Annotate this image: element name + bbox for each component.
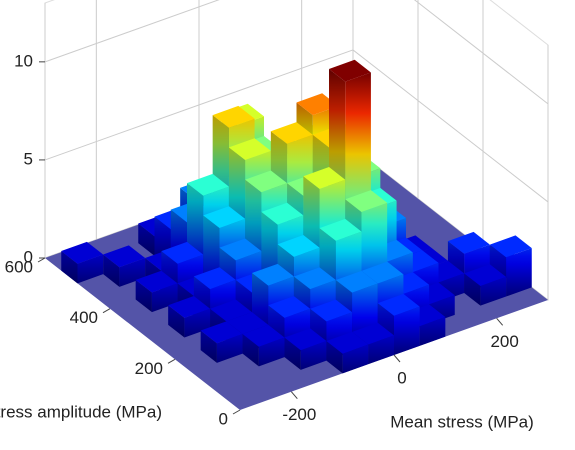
bar-face [242,334,259,367]
bar-top [310,299,353,322]
bar-top [103,245,146,268]
bar-top [293,267,336,290]
bar-top [200,321,243,344]
bar-face [506,248,532,297]
y-tick-label: 0 [219,409,228,428]
x-tick-label: 200 [490,332,518,351]
bar-face [419,317,446,346]
bar-face [342,344,369,374]
y-tick-label: 400 [70,308,98,327]
x-axis-title: Mean stress (MPa) [390,412,534,431]
bar-face [300,341,327,370]
bar [200,321,243,363]
bar-top [329,59,371,82]
bar-top [203,206,246,229]
bar-top [352,322,394,345]
bar-top [212,105,255,128]
bar [61,241,104,284]
bar-top [187,173,229,196]
bar-face [200,330,217,363]
bar-face [135,279,152,313]
z-tick-label: 10 [14,51,33,70]
bar-top [242,324,285,347]
tick-mark [393,354,401,363]
bar-face [216,334,243,363]
bar-top [296,93,339,116]
bar [242,324,285,367]
bar-top [277,235,320,257]
bar-face [480,276,507,306]
x-tick-label: 0 [397,368,406,387]
bar-top [377,293,420,316]
bar-top [464,264,507,287]
bar-top [161,241,204,264]
bar-face [464,273,481,306]
bar-top [303,167,346,189]
bar-top [335,270,378,293]
bar-face [394,306,420,355]
bar [464,264,507,306]
bar-face [138,223,155,256]
tick-mark [167,358,176,364]
labels: Mean stress (MPa) Stress amplitude (MPa) [0,402,534,431]
bar [135,270,178,313]
z-tick-label: 0 [24,247,33,266]
bar-top [447,231,490,254]
tick-mark [232,409,241,415]
bar-top [168,296,211,318]
bar-face [326,341,343,374]
bar-top [210,299,252,322]
bar-face [368,335,394,365]
bar-top [326,331,369,354]
bar-face [168,305,185,338]
bar [284,328,327,370]
tick-mark [37,257,46,263]
bar-top [268,296,311,318]
y-tick-label: 200 [135,359,163,378]
bar-top [345,190,388,212]
bar-top [489,235,532,258]
tick-mark [102,308,111,314]
bar-face [258,337,285,367]
bar [447,231,490,293]
x-tick-label: -200 [282,405,316,424]
bar-top [284,328,327,351]
bar [326,331,369,374]
bar-top [261,202,304,225]
bar-top [252,263,294,286]
y-tick-label: 600 [5,257,33,276]
z-tick-label: 5 [24,149,33,168]
tick-mark [496,318,504,326]
bar-top [228,138,271,161]
bar-top [270,122,313,144]
bar-face [284,337,301,370]
bar-top [319,218,362,241]
bar-face [77,254,104,284]
bar-top [135,270,178,293]
bar-face [61,251,78,284]
bar-top [245,170,288,193]
bar-top [361,261,404,284]
bar-top [226,312,269,335]
bar-top [61,241,104,264]
tick-mark [290,391,298,399]
bar-top [219,238,262,261]
y-axis-title: Stress amplitude (MPa) [0,402,162,421]
bar-face [103,254,120,287]
bar-top [193,267,236,290]
bars [61,59,532,374]
